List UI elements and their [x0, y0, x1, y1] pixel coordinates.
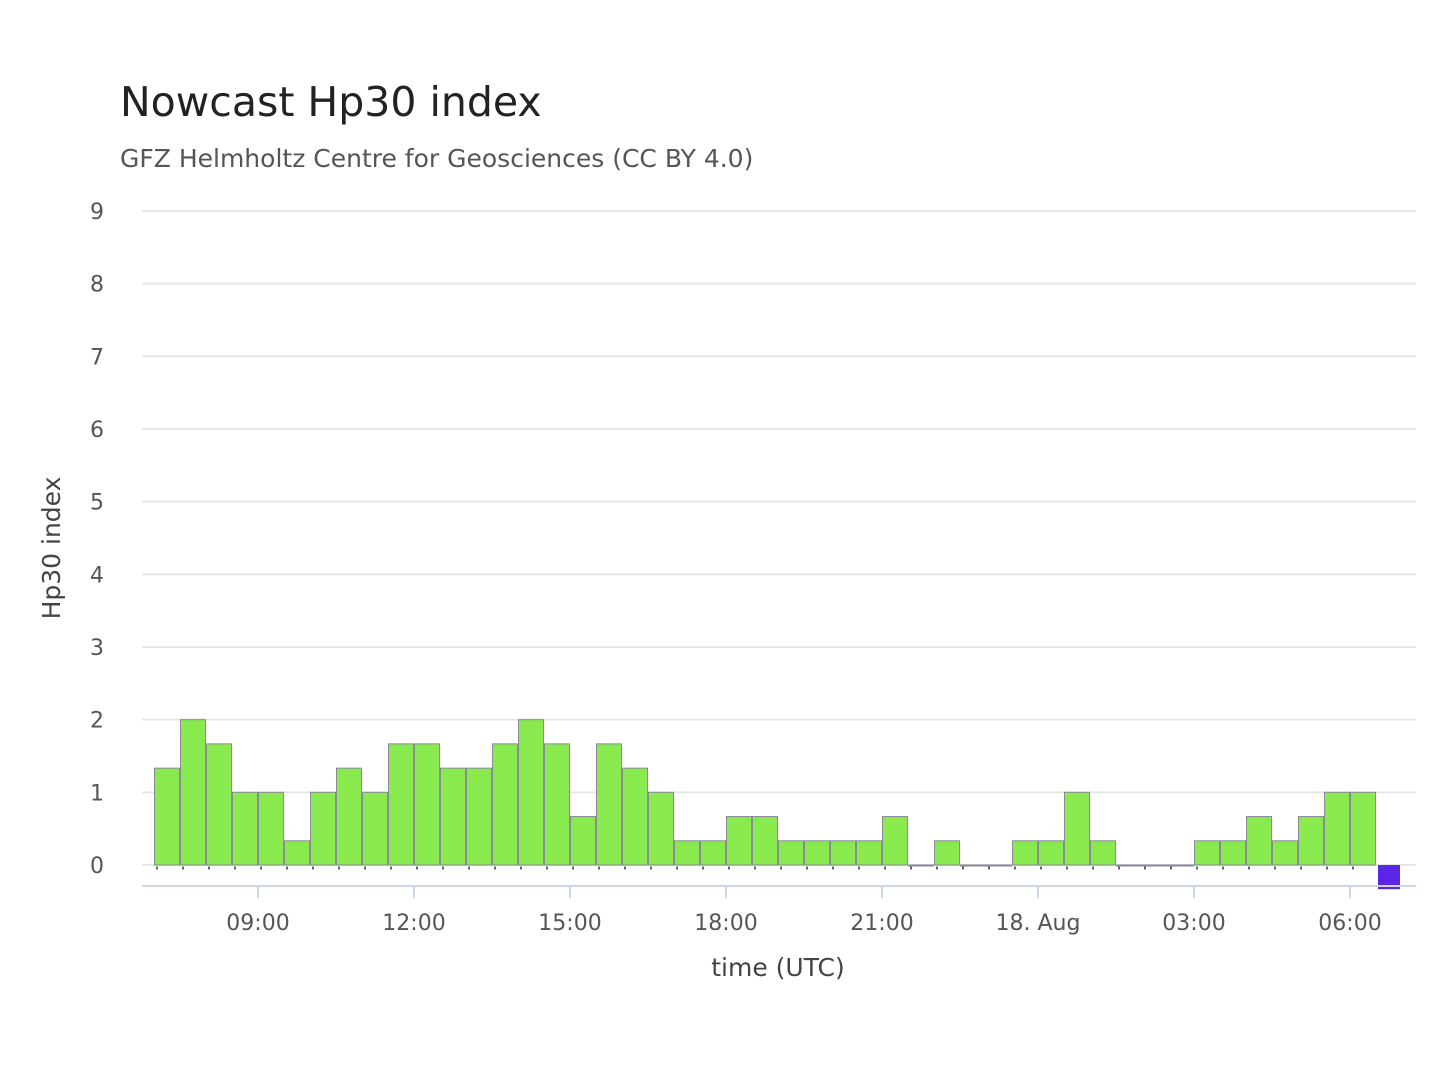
- bar[interactable]: [1220, 840, 1246, 866]
- bar[interactable]: [700, 840, 726, 866]
- bar[interactable]: [1038, 840, 1064, 866]
- bar[interactable]: [1298, 816, 1324, 866]
- bar[interactable]: [674, 840, 700, 866]
- y-tick-label: 3: [90, 636, 104, 661]
- bar[interactable]: [570, 816, 596, 866]
- bar[interactable]: [596, 743, 622, 866]
- chart-title: Nowcast Hp30 index: [120, 78, 542, 126]
- bar[interactable]: [284, 840, 310, 866]
- bar[interactable]: [180, 719, 206, 866]
- bar[interactable]: [440, 767, 466, 866]
- bar[interactable]: [908, 864, 934, 867]
- bar[interactable]: [154, 767, 180, 866]
- bar[interactable]: [362, 791, 388, 866]
- x-tick-label: 18. Aug: [996, 911, 1081, 936]
- x-tick-label: 03:00: [1162, 911, 1225, 936]
- bar[interactable]: [1272, 840, 1298, 866]
- bar[interactable]: [1090, 840, 1116, 866]
- bar[interactable]: [986, 864, 1012, 867]
- y-tick-label: 2: [90, 709, 104, 734]
- bar[interactable]: [492, 743, 518, 866]
- y-axis-title: Hp30 index: [37, 477, 66, 620]
- bar[interactable]: [1168, 864, 1194, 867]
- bar[interactable]: [1350, 791, 1376, 866]
- bar[interactable]: [1116, 864, 1142, 867]
- gridlines: [142, 209, 1416, 866]
- bar[interactable]: [310, 791, 336, 866]
- bar[interactable]: [1324, 791, 1350, 866]
- y-tick-label: 9: [90, 200, 104, 225]
- bar[interactable]: [882, 816, 908, 866]
- y-tick-label: 8: [90, 273, 104, 298]
- y-tick-label: 5: [90, 491, 104, 516]
- bar[interactable]: [856, 840, 882, 866]
- x-axis: 09:00 12:00 15:00 18:00 21:00 18. Aug 03:00 06:…: [142, 885, 1416, 936]
- bar[interactable]: [830, 840, 856, 866]
- y-tick-label: 6: [90, 418, 104, 443]
- bar[interactable]: [258, 791, 284, 866]
- bar[interactable]: [1064, 791, 1090, 866]
- bar[interactable]: [388, 743, 414, 866]
- bar[interactable]: [960, 864, 986, 867]
- bar[interactable]: [1194, 840, 1220, 866]
- y-tick-label: 7: [90, 345, 104, 370]
- bars: [154, 719, 1400, 890]
- bar[interactable]: [232, 791, 258, 866]
- x-tick-label: 09:00: [226, 911, 289, 936]
- x-tick-label: 15:00: [538, 911, 601, 936]
- chart-subtitle: GFZ Helmholtz Centre for Geosciences (CC…: [120, 144, 754, 173]
- bar[interactable]: [414, 743, 440, 866]
- y-tick-label: 1: [90, 781, 104, 806]
- bar[interactable]: [934, 840, 960, 866]
- bar[interactable]: [804, 840, 830, 866]
- bar[interactable]: [752, 816, 778, 866]
- y-tick-label: 4: [90, 563, 104, 588]
- bar[interactable]: [206, 743, 232, 866]
- bar[interactable]: [726, 816, 752, 866]
- bar[interactable]: [518, 719, 544, 866]
- bar[interactable]: [778, 840, 804, 866]
- y-axis-ticks: 0 1 2 3 4 5 6 7 8 9: [90, 200, 104, 879]
- bar[interactable]: [466, 767, 492, 866]
- bar[interactable]: [622, 767, 648, 866]
- bar[interactable]: [648, 791, 674, 866]
- bar[interactable]: [336, 767, 362, 866]
- x-tick-label: 18:00: [694, 911, 757, 936]
- x-tick-label: 12:00: [382, 911, 445, 936]
- x-tick-label: 06:00: [1318, 911, 1381, 936]
- bar-current[interactable]: [1378, 865, 1400, 890]
- bar[interactable]: [1142, 864, 1168, 867]
- x-tick-label: 21:00: [850, 911, 913, 936]
- x-axis-title: time (UTC): [711, 953, 845, 982]
- y-tick-label: 0: [90, 854, 104, 879]
- bar[interactable]: [1012, 840, 1038, 866]
- bar[interactable]: [544, 743, 570, 866]
- bar[interactable]: [1246, 816, 1272, 866]
